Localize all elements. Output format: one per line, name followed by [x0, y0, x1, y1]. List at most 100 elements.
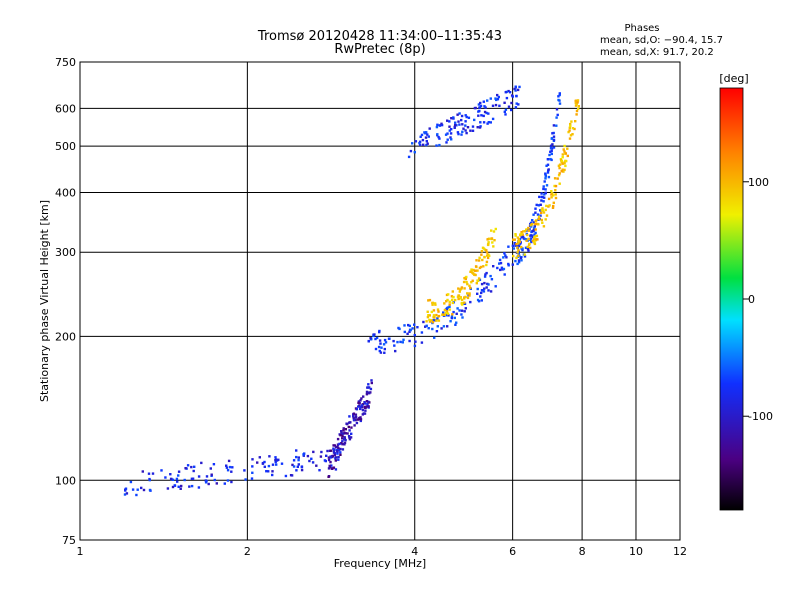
data-point [476, 292, 479, 295]
data-point [200, 461, 203, 465]
data-point [442, 313, 445, 316]
data-point [465, 115, 468, 119]
data-point [424, 136, 428, 139]
data-point [297, 456, 300, 459]
data-point [274, 460, 277, 464]
data-point [292, 465, 296, 468]
data-point [486, 122, 489, 125]
data-point [561, 162, 564, 165]
data-point [366, 403, 369, 406]
data-point [428, 320, 432, 323]
data-point [478, 109, 481, 113]
data-point [571, 127, 575, 130]
chart-title: Tromsø 20120428 11:34:00–11:35:43 [257, 29, 502, 44]
data-point [516, 236, 519, 239]
data-point [364, 409, 367, 412]
data-point [379, 342, 382, 345]
data-point [443, 313, 446, 317]
data-point [474, 106, 477, 110]
data-point [552, 146, 556, 149]
data-point [543, 193, 546, 196]
data-point [347, 435, 351, 438]
data-point [452, 310, 455, 314]
data-point [447, 314, 450, 317]
data-point [360, 404, 364, 407]
data-point [469, 270, 472, 273]
data-point [466, 296, 470, 300]
data-point [378, 339, 382, 342]
data-point [550, 190, 553, 193]
data-point [504, 113, 507, 116]
data-point [444, 311, 448, 315]
data-point [341, 448, 345, 451]
data-point [517, 103, 520, 106]
data-point [251, 458, 254, 461]
data-point [516, 245, 519, 248]
data-point [564, 152, 567, 155]
x-tick-label: 1 [77, 545, 84, 558]
data-point [365, 405, 369, 408]
data-point [433, 302, 437, 305]
data-point [230, 470, 233, 473]
data-point [464, 124, 467, 127]
data-point [427, 314, 430, 317]
data-point [432, 314, 436, 317]
data-point [228, 465, 232, 469]
data-point [383, 347, 386, 351]
data-point [357, 405, 360, 408]
data-point [517, 261, 521, 264]
data-point [514, 89, 517, 92]
data-point [499, 268, 502, 272]
data-point [490, 237, 493, 240]
plot-area [79, 61, 681, 541]
data-point [367, 405, 370, 408]
data-point [502, 256, 505, 259]
data-point [503, 101, 506, 104]
y-tick-label: 75 [62, 534, 76, 547]
data-point [341, 440, 344, 443]
data-point [469, 300, 472, 304]
data-point [510, 101, 513, 105]
data-point [450, 117, 453, 120]
data-point [462, 280, 466, 284]
colorbar [720, 88, 743, 510]
data-point [533, 226, 536, 230]
data-point [550, 158, 553, 162]
data-point [205, 479, 208, 483]
data-point [365, 393, 369, 396]
data-point [482, 265, 485, 268]
data-point [476, 279, 479, 282]
data-point [556, 177, 559, 180]
data-point [530, 225, 533, 228]
data-point [177, 474, 180, 477]
data-point [557, 174, 561, 177]
data-point [359, 399, 362, 402]
colorbar-ticks: 100 0 -100 [743, 176, 773, 423]
data-point [209, 467, 212, 470]
data-point [461, 123, 464, 126]
data-point [363, 401, 366, 404]
data-point [494, 97, 497, 100]
data-point [124, 487, 128, 490]
data-point [438, 143, 441, 147]
data-point [434, 303, 437, 306]
data-point [446, 325, 449, 328]
data-point [204, 481, 208, 484]
data-point [574, 99, 578, 102]
data-point [485, 263, 488, 267]
data-point [464, 120, 467, 123]
data-point [357, 400, 361, 403]
data-point [552, 194, 555, 197]
data-point [550, 152, 553, 156]
data-point [537, 204, 540, 207]
data-point [396, 340, 399, 344]
data-point [212, 463, 216, 466]
data-point [477, 103, 481, 106]
data-point [343, 441, 347, 445]
data-point [504, 91, 507, 94]
data-point [425, 324, 428, 327]
data-point [466, 292, 469, 295]
data-point [451, 313, 454, 316]
data-point [567, 130, 570, 134]
data-point [574, 101, 577, 105]
